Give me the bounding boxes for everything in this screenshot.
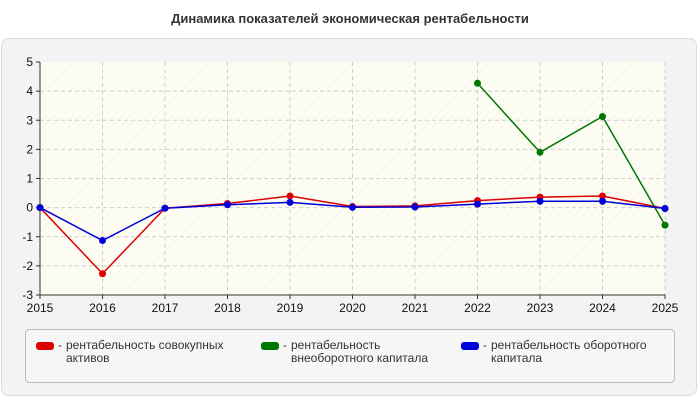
legend-swatch-working-capital: [461, 342, 479, 350]
x-tick-label: 2018: [214, 301, 241, 315]
x-tick-label: 2023: [527, 301, 554, 315]
series-line-fixed-capital: [476, 82, 666, 226]
data-point-total-assets[interactable]: [286, 192, 294, 200]
data-point-fixed-capital[interactable]: [536, 148, 544, 156]
data-point-working-capital[interactable]: [36, 204, 44, 212]
legend-dash: -: [58, 338, 62, 352]
x-tick-label: 2022: [464, 301, 491, 315]
data-point-working-capital[interactable]: [661, 204, 669, 212]
legend-label-fixed-capital: рентабельность внеоборотного капитала: [291, 338, 428, 365]
x-tick-label: 2021: [402, 301, 429, 315]
data-point-working-capital[interactable]: [536, 197, 544, 205]
y-tick-label: 2: [26, 142, 33, 156]
y-tick-label: -3: [22, 288, 33, 302]
data-point-working-capital[interactable]: [474, 200, 481, 208]
data-point-working-capital[interactable]: [224, 201, 231, 209]
x-tick-label: 2020: [339, 301, 366, 315]
data-point-fixed-capital[interactable]: [474, 79, 481, 87]
x-tick-label: 2017: [152, 301, 179, 315]
x-tick-label: 2019: [277, 301, 304, 315]
y-tick-label: 4: [26, 84, 33, 98]
data-point-fixed-capital[interactable]: [661, 221, 669, 229]
y-tick-label: 0: [26, 201, 33, 215]
legend-label-total-assets: рентабельность совокупных активов: [66, 338, 224, 365]
y-tick-label: -2: [22, 259, 33, 273]
legend-swatch-total-assets: [36, 342, 54, 350]
y-tick-label: 5: [26, 55, 33, 69]
legend-swatch-fixed-capital: [261, 342, 279, 350]
x-tick-label: 2015: [27, 301, 54, 315]
x-tick-label: 2024: [589, 301, 616, 315]
chart-title: Динамика показателей экономическая рента…: [171, 11, 529, 26]
x-tick-label: 2016: [89, 301, 116, 315]
data-point-fixed-capital[interactable]: [599, 112, 606, 120]
legend-dash: -: [483, 338, 487, 352]
legend: - рентабельность совокупных активов - ре…: [25, 329, 675, 383]
legend-dash: -: [283, 338, 287, 352]
data-point-working-capital[interactable]: [599, 197, 606, 205]
data-point-total-assets[interactable]: [99, 270, 106, 278]
data-point-working-capital[interactable]: [161, 204, 169, 212]
x-tick-label: 2025: [652, 301, 679, 315]
legend-label-working-capital: рентабельность оборотного капитала: [491, 338, 647, 365]
data-point-working-capital[interactable]: [411, 203, 419, 211]
y-tick-label: 1: [26, 172, 33, 186]
data-point-total-assets[interactable]: [599, 192, 606, 200]
y-tick-label: -1: [22, 230, 33, 244]
data-point-working-capital[interactable]: [99, 237, 106, 245]
data-point-working-capital[interactable]: [286, 198, 294, 206]
y-tick-label: 3: [26, 113, 33, 127]
data-point-working-capital[interactable]: [349, 203, 356, 211]
